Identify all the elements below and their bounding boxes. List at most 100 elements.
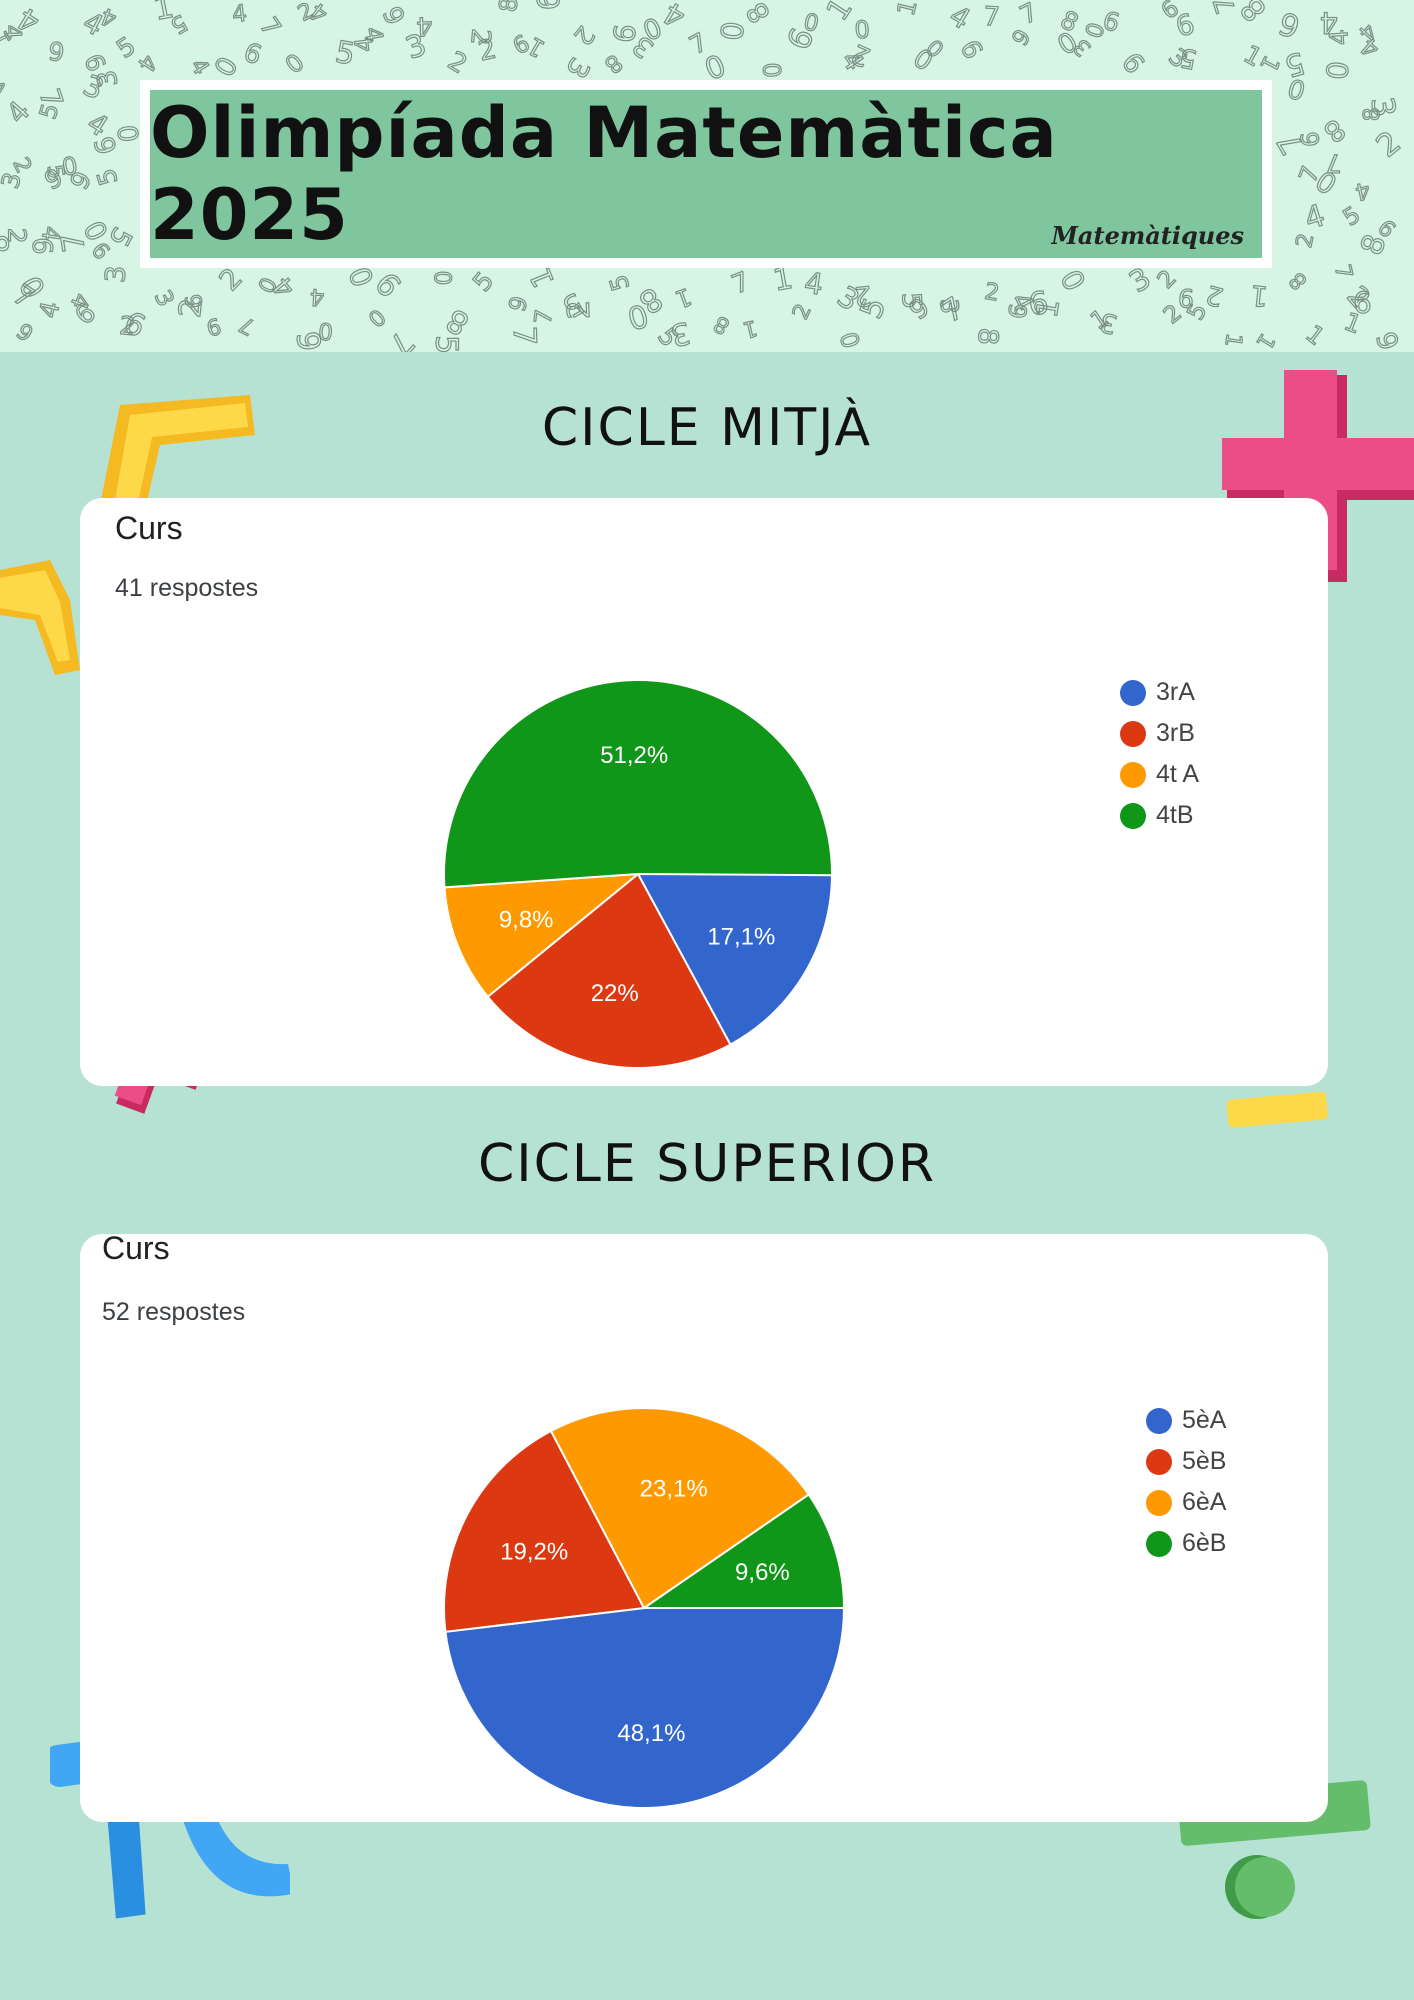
pattern-digit: 0 [853, 14, 871, 43]
pattern-digit: 3 [92, 68, 124, 90]
pattern-digit: 9 [1100, 5, 1122, 37]
section-heading-cicle-superior: CICLE SUPERIOR [477, 1134, 937, 1194]
pattern-digit: 8 [494, 0, 523, 13]
boomerang-decoration-icon [100, 395, 255, 510]
pattern-digit: 5 [41, 163, 68, 181]
pie-data-label: 17,1% [707, 924, 775, 951]
pattern-digit: 1 [1249, 278, 1270, 313]
pie-slice-5èb[interactable] [443, 1429, 646, 1633]
pattern-digit: 3 [559, 52, 596, 84]
pattern-digit: 2 [464, 27, 495, 46]
legend-item[interactable]: 4t A [1120, 754, 1199, 795]
pie-slice-3rb[interactable] [486, 872, 732, 1069]
pie-data-label: 19,2% [500, 1538, 568, 1565]
pattern-digit: 4 [34, 299, 66, 321]
legend-item[interactable]: 3rB [1120, 713, 1199, 754]
pie-slice-3ra[interactable] [636, 873, 834, 1046]
pattern-digit: 5 [91, 165, 123, 189]
pattern-digit: 5 [429, 335, 464, 352]
legend-item[interactable]: 5èA [1146, 1400, 1226, 1441]
pattern-digit: 5 [1339, 202, 1365, 232]
legend-item[interactable]: 6èA [1146, 1482, 1226, 1523]
pie-slice-4t-a[interactable] [443, 872, 642, 999]
pattern-digit: 1 [1251, 328, 1280, 352]
legend-label: 6èB [1182, 1529, 1227, 1557]
pie-data-label: 9,8% [499, 906, 554, 933]
pattern-digit: 3 [100, 265, 132, 284]
pattern-digit: 4 [231, 1, 248, 28]
pattern-digit: 4 [36, 224, 64, 243]
legend-item[interactable]: 3rA [1120, 672, 1199, 713]
pattern-digit: 9 [1172, 6, 1198, 42]
pattern-digit: 9 [1008, 26, 1037, 51]
pattern-digit: 9 [11, 319, 37, 347]
legend-swatch-icon [1146, 1530, 1172, 1557]
pattern-digit: 4 [1320, 5, 1338, 39]
pie-slice-6èb[interactable] [640, 1493, 846, 1609]
chart-legend: 5èA 5èB 6èA 6èB [1146, 1400, 1226, 1564]
pattern-digit: 2 [1292, 231, 1319, 250]
legend-swatch-icon [1146, 1489, 1172, 1516]
section-heading-cicle-mitja: CICLE MITJÀ [541, 398, 873, 458]
pattern-digit: 1 [820, 0, 860, 27]
pie-slice-4tb[interactable] [443, 679, 833, 889]
pattern-digit: 1 [1340, 307, 1365, 340]
pie-slice-6èa[interactable] [549, 1407, 811, 1610]
pattern-digit: 4 [0, 74, 6, 100]
plus-decoration-icon [1222, 370, 1414, 582]
pattern-digit: 9 [47, 37, 66, 68]
pattern-digit: 4 [309, 283, 325, 310]
pie-data-label: 22% [591, 980, 639, 1007]
pattern-digit: 8 [710, 310, 734, 339]
pattern-digit: 9 [289, 330, 327, 352]
pattern-digit: 2 [442, 46, 472, 80]
pattern-digit: 1 [1030, 297, 1066, 321]
pattern-digit: 0 [834, 329, 865, 352]
pattern-digit: 1 [892, 0, 923, 19]
pattern-digit: 9 [1369, 328, 1404, 352]
pattern-digit: 9 [1294, 131, 1323, 148]
legend-label: 4tB [1156, 801, 1194, 829]
pattern-digit: 7 [506, 325, 543, 346]
legend-label: 3rB [1156, 719, 1195, 747]
pattern-digit: 7 [728, 267, 754, 301]
pattern-digit: 9 [29, 237, 60, 254]
pattern-digit: 5 [467, 266, 499, 297]
pattern-digit: 8 [1285, 267, 1313, 294]
pattern-digit: 8 [599, 49, 627, 78]
pattern-digit: 4 [1301, 198, 1329, 237]
pattern-digit: 2 [1203, 278, 1227, 311]
pattern-digit: 2 [788, 300, 817, 323]
pattern-digit: 9 [1352, 284, 1372, 319]
legend-swatch-icon [1146, 1407, 1172, 1434]
pie-data-label: 9,6% [735, 1559, 790, 1586]
pattern-digit: 1 [1219, 331, 1246, 348]
pattern-digit: 1 [740, 314, 759, 342]
pie-slice-5èa[interactable] [444, 1607, 846, 1810]
pattern-digit: 6 [1003, 302, 1033, 321]
pattern-digit: 6 [502, 293, 531, 314]
chart-title: Curs [115, 510, 183, 546]
pattern-digit: 6 [1274, 4, 1304, 44]
pattern-digit: 8 [441, 301, 476, 342]
chart-legend: 3rA 3rB 4t A 4tB [1120, 672, 1199, 836]
pattern-digit: 4 [416, 10, 434, 41]
legend-label: 3rA [1156, 678, 1195, 706]
pattern-digit: 0 [757, 62, 786, 79]
legend-item[interactable]: 5èB [1146, 1441, 1226, 1482]
pattern-digit: 4 [12, 0, 47, 40]
pattern-digit: 4 [658, 0, 692, 34]
pattern-digit: 7 [1329, 262, 1357, 282]
pattern-digit: 9 [203, 312, 223, 340]
pie-chart-cicle-superior: 48,1% 19,2% 23,1% 9,6% [443, 1407, 846, 1810]
pattern-digit: 0 [801, 9, 821, 38]
pattern-digit: 4 [944, 0, 976, 36]
pattern-digit: 9 [956, 34, 990, 63]
pattern-digit: 4 [349, 35, 379, 54]
legend-item[interactable]: 6èB [1146, 1523, 1226, 1564]
pattern-digit: 6 [378, 1, 412, 29]
legend-item[interactable]: 4tB [1120, 795, 1199, 836]
responses-count: 41 respostes [115, 574, 259, 602]
pie-data-label: 48,1% [617, 1720, 685, 1747]
